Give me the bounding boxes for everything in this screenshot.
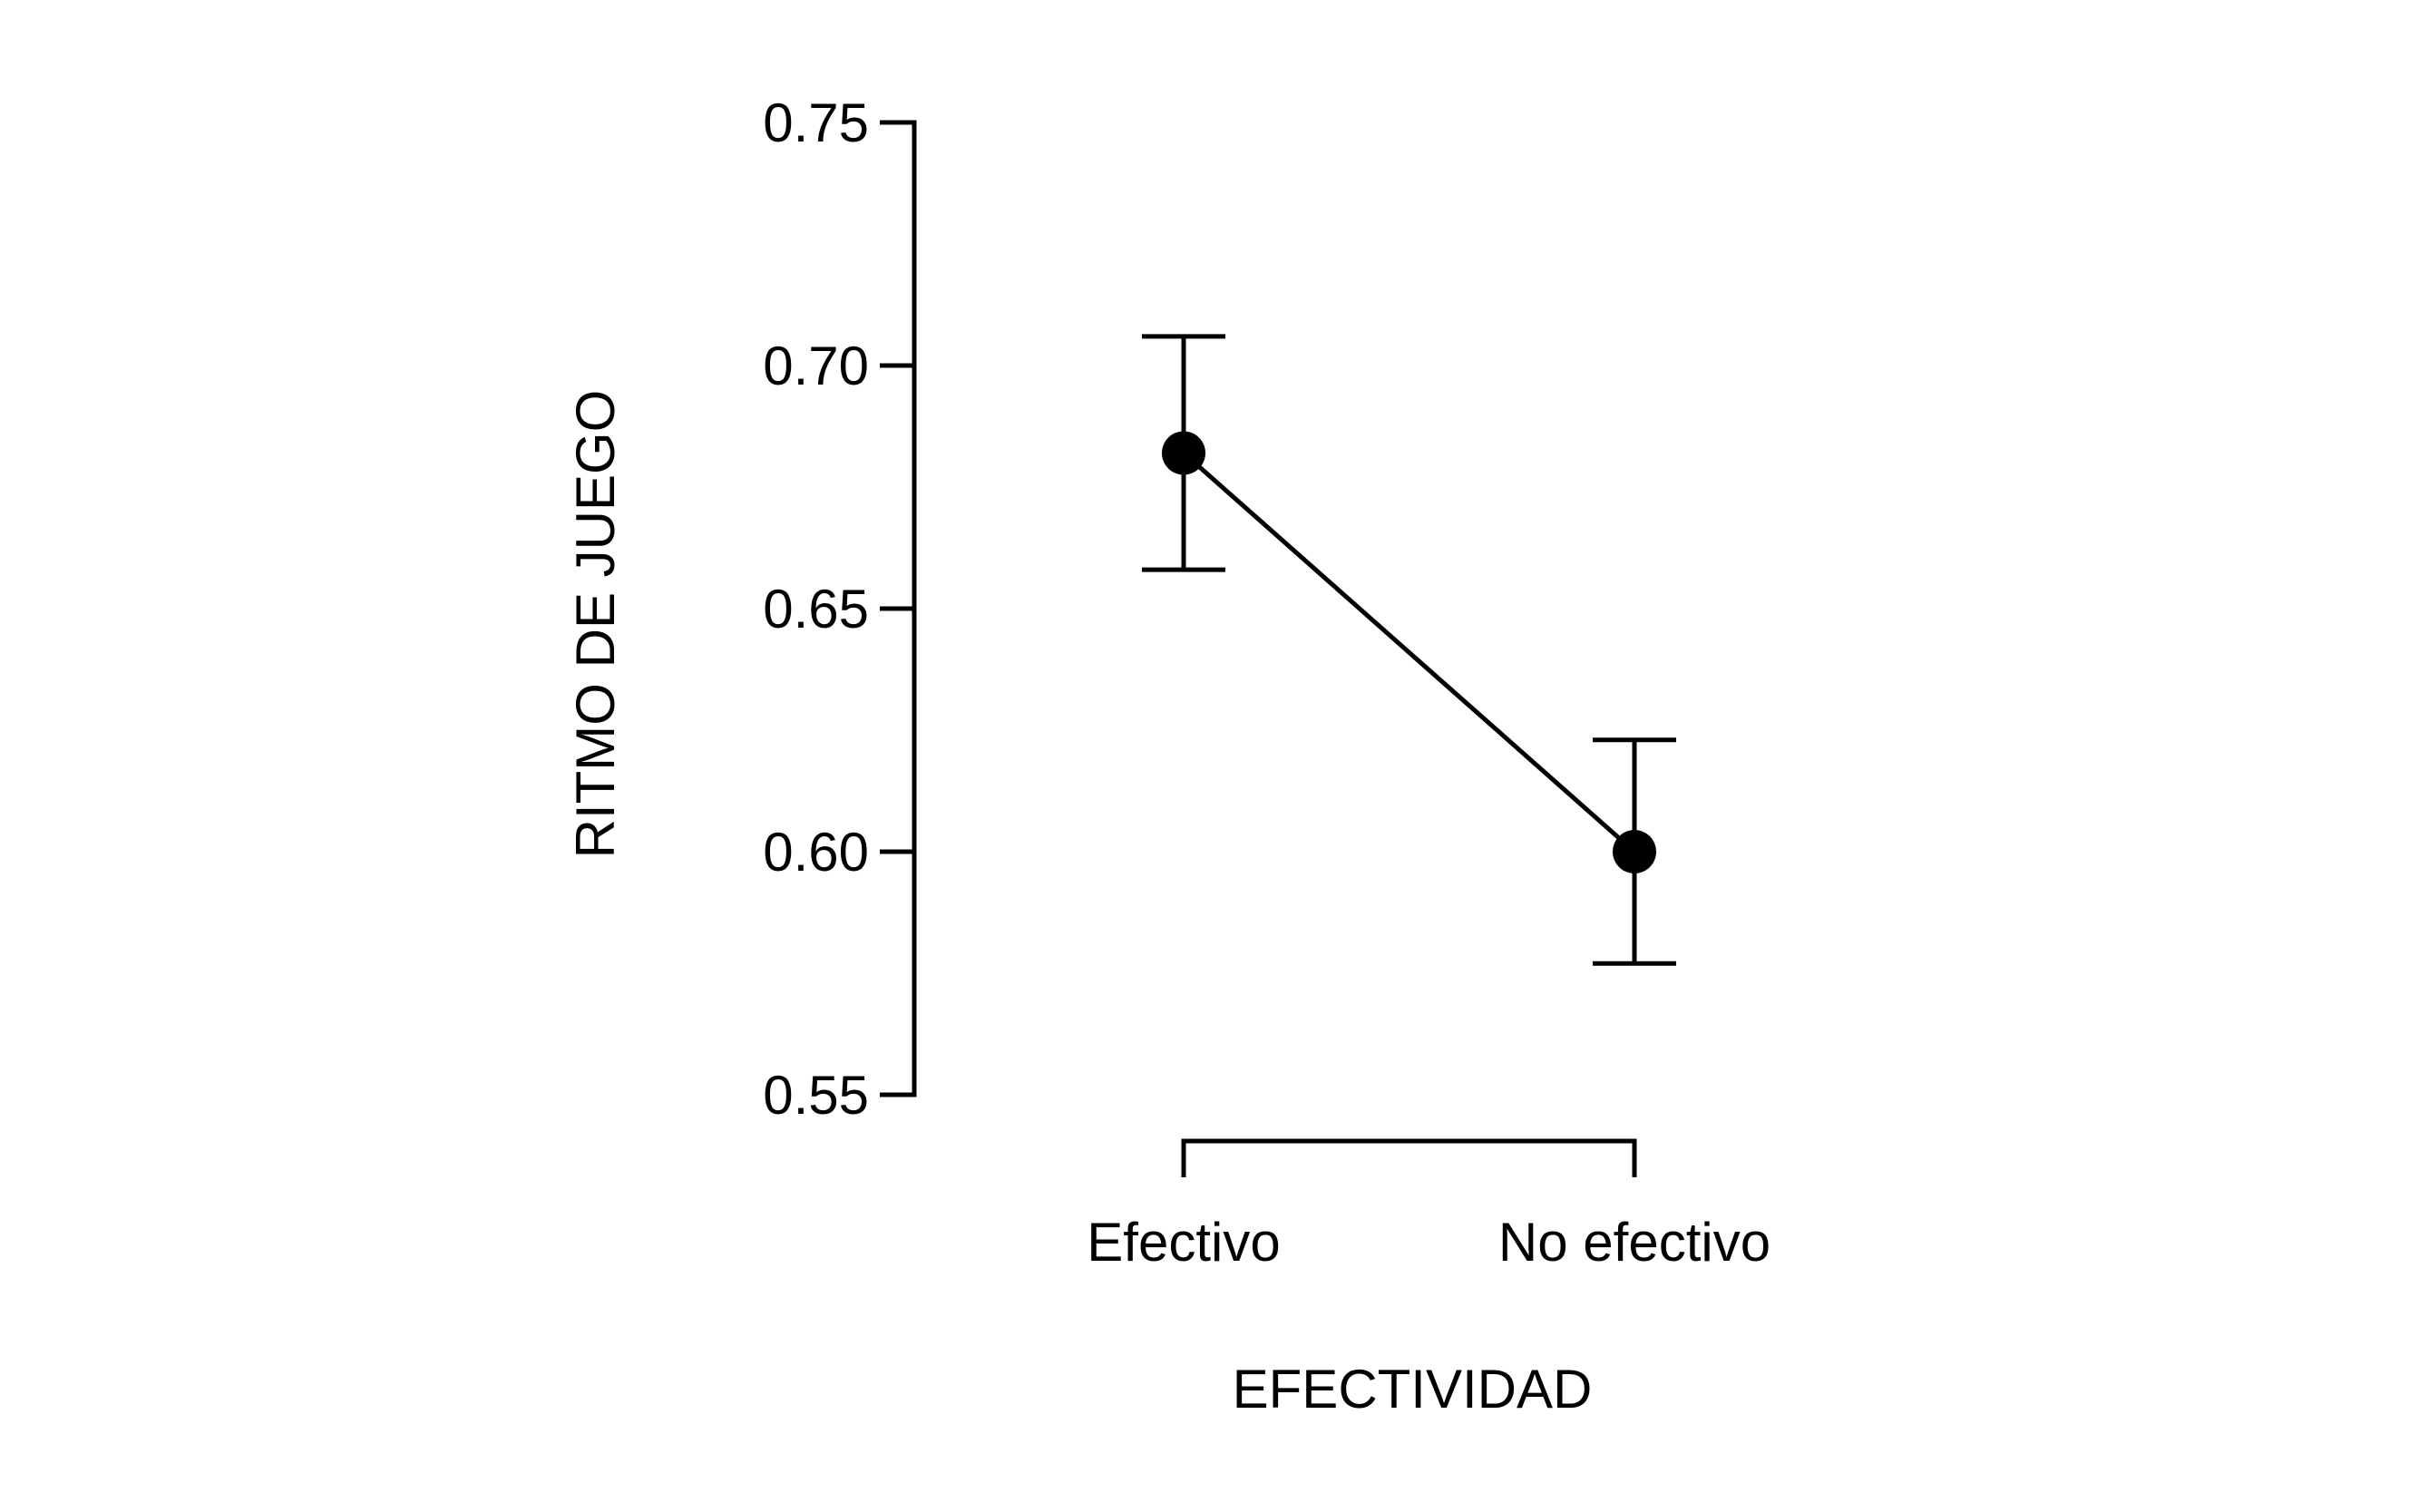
x-axis: Efectivo No efectivo xyxy=(1087,1138,1770,1273)
x-axis-line xyxy=(1181,1138,1637,1177)
y-tick-label: 0.75 xyxy=(763,93,869,153)
y-axis-title: RITMO DE JUEGO xyxy=(565,390,626,859)
data-point xyxy=(1613,830,1656,873)
series-line xyxy=(1182,451,1636,854)
x-tick-label: Efectivo xyxy=(1087,1212,1280,1273)
y-tick-label: 0.55 xyxy=(763,1065,869,1126)
y-tick-label: 0.65 xyxy=(763,579,869,639)
series-layer xyxy=(1142,334,1676,966)
x-tick-label: No efectivo xyxy=(1498,1212,1770,1273)
data-point xyxy=(1162,431,1205,475)
y-axis: 0.55 0.60 0.65 0.70 0.75 xyxy=(763,93,917,1126)
x-axis-title: EFECTIVIDAD xyxy=(1233,1359,1593,1419)
y-tick-label: 0.70 xyxy=(763,336,869,396)
y-tick-label: 0.60 xyxy=(763,822,869,883)
